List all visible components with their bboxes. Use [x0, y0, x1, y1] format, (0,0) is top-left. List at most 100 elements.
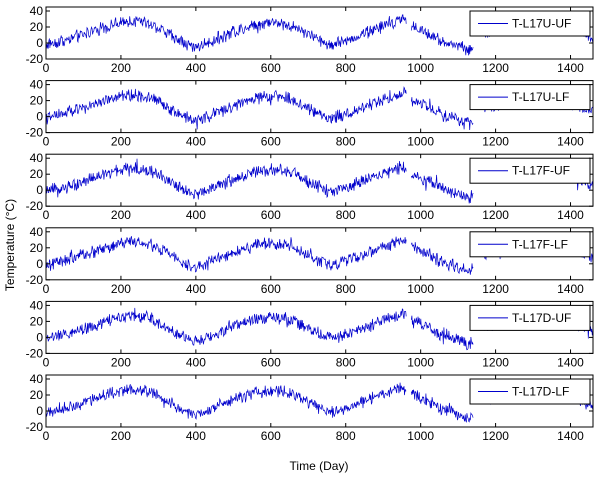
x-tick-label: 800	[336, 429, 356, 443]
x-tick-label: 200	[111, 282, 131, 296]
legend-label: T-L17D-UF	[512, 311, 571, 325]
legend-label: T-L17U-UF	[512, 17, 571, 31]
x-tick-label: 400	[186, 355, 206, 369]
x-tick-label: 1000	[407, 429, 434, 443]
series-line-T-L17D-LF	[46, 382, 593, 423]
legend: T-L17U-UF	[469, 10, 591, 37]
x-tick-label: 800	[336, 355, 356, 369]
axes-frame	[45, 153, 594, 207]
x-tick-label: 400	[186, 135, 206, 149]
x-tick-label: 0	[43, 282, 50, 296]
series-line-T-L17D-UF	[46, 307, 593, 351]
y-tick-label: 20	[30, 388, 44, 402]
x-tick-label: 1200	[482, 429, 509, 443]
x-tick-label: 400	[186, 429, 206, 443]
y-tick-label: 0	[36, 404, 43, 418]
subplot-5: 0 200 400 600 800 1000 1200 1400-2002040T-L17D-…	[26, 298, 594, 369]
x-axis-title: Time (Day)	[290, 459, 349, 473]
x-tick-label: 200	[111, 355, 131, 369]
y-tick-label: 40	[30, 4, 44, 18]
legend-label: T-L17U-LF	[512, 90, 569, 104]
x-tick-label: 800	[336, 208, 356, 222]
x-tick-label: 1400	[557, 429, 584, 443]
x-tick-label: 1400	[557, 61, 584, 75]
subplots: 0 200 400 600 800 1000 1200 1400-2002040T-L17U-…	[26, 4, 594, 443]
y-tick-label: -20	[26, 126, 44, 140]
x-tick-label: 800	[336, 282, 356, 296]
x-tick-label: 600	[261, 135, 281, 149]
subplot-1: 0 200 400 600 800 1000 1200 1400-2002040T-L17U-…	[26, 4, 594, 75]
x-tick-label: 1400	[557, 355, 584, 369]
x-tick-label: 1200	[482, 355, 509, 369]
y-axis-title: Temperature (°C)	[3, 199, 17, 291]
subplot-3: 0 200 400 600 800 1000 1200 1400-2002040T-L17F-…	[26, 151, 594, 222]
x-tick-label: 600	[261, 282, 281, 296]
x-tick-label: 1400	[557, 208, 584, 222]
x-tick-label: 200	[111, 208, 131, 222]
y-tick-label: 0	[36, 257, 43, 271]
y-tick-label: 40	[30, 372, 44, 386]
subplot-4: 0 200 400 600 800 1000 1200 1400-2002040T-L17F-…	[26, 225, 594, 296]
series-line-T-L17U-LF	[46, 86, 593, 131]
x-tick-label: 1200	[482, 282, 509, 296]
x-tick-label: 400	[186, 208, 206, 222]
x-tick-label: 1200	[482, 61, 509, 75]
legend-box	[469, 231, 591, 258]
x-tick-label: 1000	[407, 208, 434, 222]
y-tick-label: -20	[26, 346, 44, 360]
subplot-6: 0 200 400 600 800 1000 1200 1400-2002040T-L17D-…	[26, 372, 594, 443]
x-tick-label: 400	[186, 61, 206, 75]
y-tick-label: 20	[30, 241, 44, 255]
x-tick-label: 600	[261, 355, 281, 369]
x-tick-label: 0	[43, 429, 50, 443]
y-tick-label: 40	[30, 78, 44, 92]
axes-frame	[45, 300, 594, 354]
legend: T-L17U-LF	[469, 84, 591, 111]
y-tick-label: 20	[30, 94, 44, 108]
series-line-T-L17F-UF	[46, 158, 593, 204]
legend-label: T-L17D-LF	[512, 385, 569, 399]
x-tick-label: 0	[43, 61, 50, 75]
x-tick-label: 800	[336, 61, 356, 75]
axes-frame	[45, 227, 594, 281]
subplot-2: 0 200 400 600 800 1000 1200 1400-2002040T-L17U-…	[26, 78, 594, 149]
y-tick-label: 0	[36, 330, 43, 344]
x-tick-label: 1000	[407, 135, 434, 149]
x-tick-label: 0	[43, 208, 50, 222]
x-tick-label: 1000	[407, 61, 434, 75]
y-tick-label: 0	[36, 36, 43, 50]
legend: T-L17F-LF	[469, 231, 591, 258]
y-tick-label: 0	[36, 110, 43, 124]
x-tick-label: 1200	[482, 135, 509, 149]
y-tick-label: 20	[30, 20, 44, 34]
axes-frame	[45, 80, 594, 134]
x-tick-label: 1400	[557, 282, 584, 296]
x-tick-label: 1200	[482, 208, 509, 222]
legend-label: T-L17F-LF	[512, 237, 568, 251]
y-tick-label: -20	[26, 52, 44, 66]
legend: T-L17D-UF	[469, 304, 591, 331]
x-tick-label: 200	[111, 429, 131, 443]
x-tick-label: 600	[261, 429, 281, 443]
x-tick-label: 1400	[557, 135, 584, 149]
y-tick-label: -20	[26, 420, 44, 434]
y-tick-label: 40	[30, 151, 44, 165]
series-line-T-L17F-LF	[46, 234, 593, 275]
legend: T-L17D-LF	[469, 378, 591, 405]
axes-frame	[45, 6, 594, 60]
y-tick-label: -20	[26, 273, 44, 287]
x-tick-label: 200	[111, 135, 131, 149]
x-tick-label: 400	[186, 282, 206, 296]
x-tick-label: 1000	[407, 355, 434, 369]
y-tick-label: 20	[30, 314, 44, 328]
y-tick-label: -20	[26, 199, 44, 213]
x-tick-label: 200	[111, 61, 131, 75]
legend: T-L17F-UF	[469, 157, 591, 184]
y-tick-label: 0	[36, 183, 43, 197]
legend-label: T-L17F-UF	[512, 164, 570, 178]
x-tick-label: 0	[43, 355, 50, 369]
x-tick-label: 1000	[407, 282, 434, 296]
x-tick-label: 600	[261, 61, 281, 75]
x-tick-label: 800	[336, 135, 356, 149]
